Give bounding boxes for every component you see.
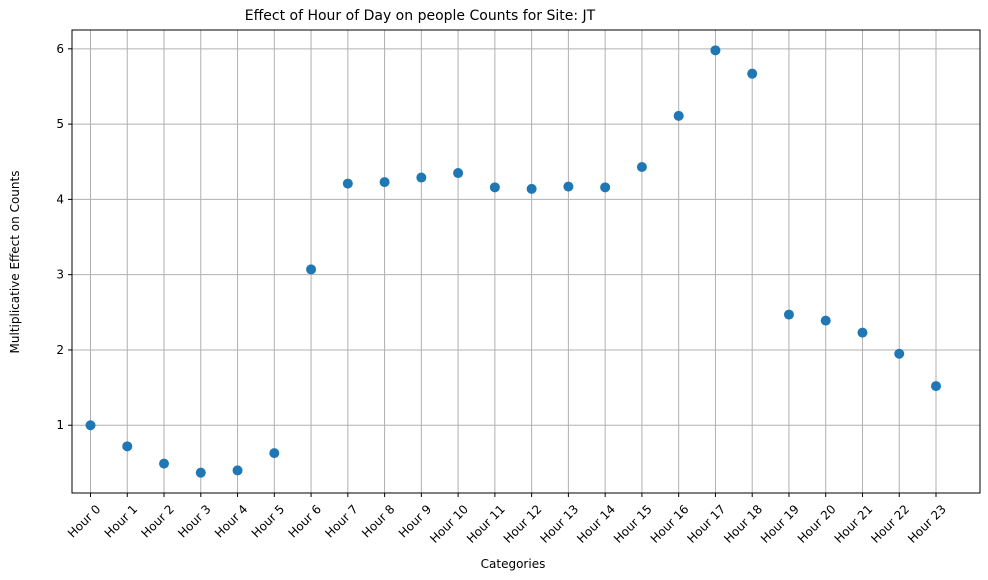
x-tick-label: Hour 10 bbox=[427, 502, 471, 546]
data-point bbox=[306, 264, 317, 275]
x-tick-label: Hour 20 bbox=[795, 502, 839, 546]
x-tick-label: Hour 6 bbox=[286, 502, 324, 540]
x-tick-label: Hour 1 bbox=[102, 502, 140, 540]
data-point bbox=[747, 68, 758, 79]
data-point bbox=[673, 110, 684, 121]
x-tick-label: Hour 4 bbox=[212, 502, 250, 540]
data-point bbox=[894, 348, 905, 359]
data-point bbox=[563, 181, 574, 192]
x-tick-label: Hour 12 bbox=[501, 502, 545, 546]
data-point bbox=[820, 315, 831, 326]
x-tick-label: Hour 23 bbox=[905, 502, 949, 546]
data-point bbox=[453, 168, 464, 179]
x-tick-label: Hour 16 bbox=[648, 502, 692, 546]
x-tick-label: Hour 21 bbox=[832, 502, 876, 546]
data-point bbox=[195, 467, 206, 478]
data-point bbox=[710, 45, 721, 56]
data-point bbox=[269, 448, 280, 459]
x-tick-label: Hour 0 bbox=[65, 502, 103, 540]
data-point bbox=[636, 162, 647, 173]
grid bbox=[72, 30, 980, 493]
x-axis-label: Categories bbox=[481, 557, 546, 571]
y-axis-label: Multiplicative Effect on Counts bbox=[8, 171, 22, 354]
data-point bbox=[122, 441, 133, 452]
data-point bbox=[342, 178, 353, 189]
x-tick-label: Hour 14 bbox=[574, 502, 618, 546]
data-point bbox=[783, 309, 794, 320]
x-tick-label: Hour 22 bbox=[868, 502, 912, 546]
data-point bbox=[159, 458, 170, 469]
y-tick-label: 1 bbox=[56, 418, 64, 432]
data-point bbox=[85, 420, 96, 431]
data-point bbox=[379, 177, 390, 188]
data-point bbox=[416, 172, 427, 183]
y-tick-label: 4 bbox=[56, 192, 64, 206]
x-tick-label: Hour 2 bbox=[138, 502, 176, 540]
x-tick-label: Hour 13 bbox=[537, 502, 581, 546]
y-tick-label: 5 bbox=[56, 117, 64, 131]
x-tick-label: Hour 18 bbox=[721, 502, 765, 546]
plot-area-frame bbox=[71, 29, 981, 494]
x-tick-label: Hour 17 bbox=[685, 502, 729, 546]
y-tick-label: 6 bbox=[56, 42, 64, 56]
data-point bbox=[857, 327, 868, 338]
data-point bbox=[931, 381, 941, 392]
data-points bbox=[85, 45, 941, 478]
data-point bbox=[232, 465, 243, 476]
x-tick-label: Hour 15 bbox=[611, 502, 655, 546]
x-tick-label: Hour 8 bbox=[359, 502, 397, 540]
x-tick-label: Hour 7 bbox=[322, 502, 360, 540]
data-point bbox=[489, 182, 500, 193]
data-point bbox=[600, 182, 611, 193]
x-tick-label: Hour 5 bbox=[249, 502, 287, 540]
chart-title: Effect of Hour of Day on people Counts f… bbox=[245, 8, 596, 24]
x-tick-label: Hour 19 bbox=[758, 502, 802, 546]
y-tick-label: 2 bbox=[56, 343, 64, 357]
y-tick-label: 3 bbox=[56, 268, 64, 282]
x-tick-label: Hour 11 bbox=[464, 502, 508, 546]
data-point bbox=[526, 183, 537, 194]
y-axis: 1 2 3 4 5 6 bbox=[56, 42, 72, 432]
x-tick-label: Hour 3 bbox=[175, 502, 213, 540]
